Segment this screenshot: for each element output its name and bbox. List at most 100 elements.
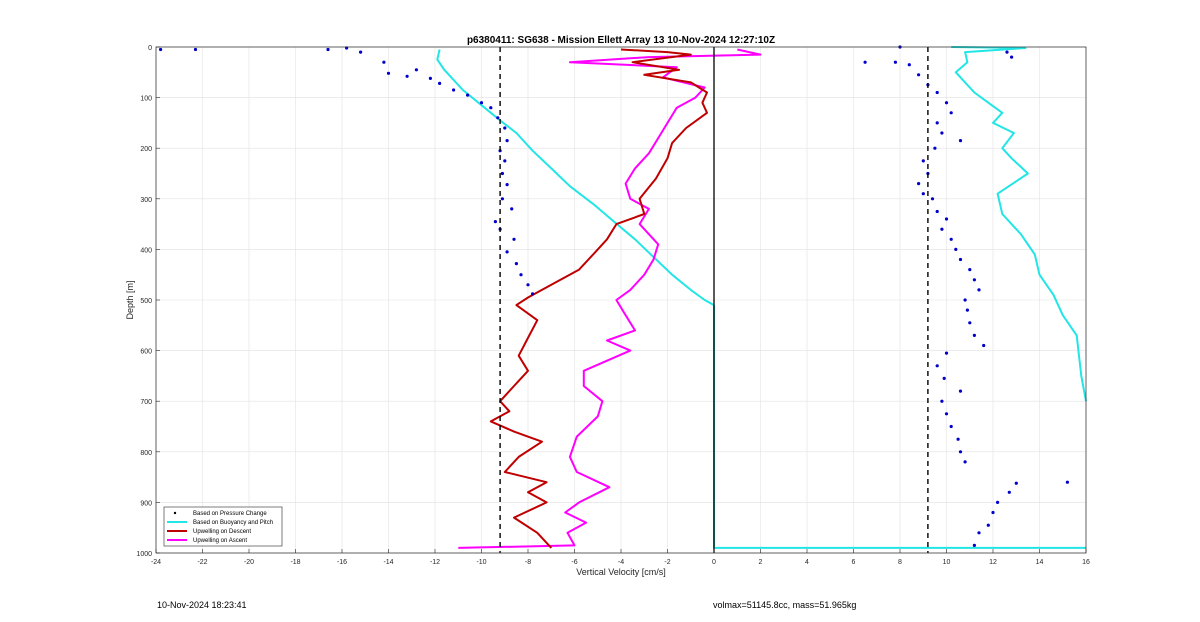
- data-point: [935, 121, 939, 125]
- data-point: [159, 47, 163, 52]
- data-point: [954, 247, 958, 251]
- y-tick-label: 100: [140, 96, 152, 103]
- data-point: [949, 237, 953, 241]
- x-tick-label: -20: [244, 559, 254, 566]
- legend-label-upwelling-on-descent: Upwelling on Descent: [193, 529, 251, 535]
- data-point: [921, 159, 925, 163]
- data-point: [968, 268, 972, 272]
- data-point: [907, 63, 911, 67]
- x-tick-label: -2: [664, 559, 670, 566]
- data-point: [921, 192, 925, 196]
- data-point: [493, 220, 497, 224]
- data-point: [963, 460, 967, 464]
- data-point: [996, 500, 1000, 504]
- data-point: [1010, 55, 1014, 59]
- upwelling-ascent-line: [458, 48, 762, 549]
- data-point: [452, 88, 456, 92]
- data-point: [479, 101, 484, 105]
- data-point: [917, 182, 921, 186]
- x-tick-label: 12: [989, 559, 997, 566]
- x-tick-label: 6: [852, 559, 856, 566]
- data-point: [863, 60, 867, 64]
- data-point: [526, 283, 530, 287]
- data-point: [944, 101, 949, 105]
- data-point: [503, 159, 507, 163]
- data-point: [414, 68, 418, 72]
- data-point: [949, 111, 953, 115]
- data-point: [505, 139, 509, 143]
- data-point: [519, 273, 523, 277]
- y-axis-label: Depth [m]: [125, 280, 135, 319]
- series-pressure-ascent: [863, 45, 1069, 548]
- data-point: [949, 424, 953, 429]
- data-point: [489, 106, 493, 110]
- data-point: [893, 60, 898, 64]
- data-point: [512, 237, 516, 241]
- data-point: [968, 321, 972, 325]
- data-point: [942, 376, 946, 380]
- buoyancy-pitch-ascent-line: [951, 46, 1087, 402]
- y-tick-label: 200: [140, 146, 152, 153]
- data-point: [944, 217, 949, 221]
- legend: Based on Pressure Change Based on Buoyanc…: [163, 506, 283, 547]
- data-point: [958, 139, 963, 143]
- y-tick-label: 500: [140, 298, 152, 305]
- data-point: [935, 364, 939, 368]
- footer-volmax-mass: volmax=51145.8cc, mass=51.965kg: [713, 600, 857, 610]
- data-point: [944, 351, 949, 355]
- x-tick-label: 4: [805, 559, 809, 566]
- data-point: [958, 257, 963, 262]
- data-point: [514, 262, 519, 266]
- data-point: [193, 47, 198, 52]
- x-tick-label: -16: [337, 559, 347, 566]
- axis-ticks: -24 -22 -20 -18 -16 -14 -12 -10 -8 -6 -4 -2 0 2 4 6 8 10 1…: [136, 45, 1090, 566]
- data-point: [956, 437, 960, 441]
- y-tick-label: 700: [140, 399, 152, 406]
- y-tick-label: 400: [140, 247, 152, 254]
- data-point: [1014, 481, 1018, 485]
- x-tick-label: 2: [759, 559, 763, 566]
- x-tick-label: -10: [476, 559, 486, 566]
- data-point: [326, 47, 330, 52]
- data-point: [438, 81, 442, 85]
- footer-timestamp: 10-Nov-2024 18:23:41: [157, 600, 247, 610]
- data-point: [359, 50, 363, 54]
- data-point: [935, 90, 939, 95]
- data-point: [1005, 50, 1009, 54]
- data-point: [977, 531, 981, 535]
- data-point: [500, 171, 504, 176]
- legend-label-upwelling-on-ascent: Upwelling on Ascent: [193, 538, 247, 544]
- data-point: [972, 543, 977, 548]
- series-upwelling-ascent: [458, 48, 762, 549]
- legend-label-based-on-pressure-change: Based on Pressure Change: [193, 511, 267, 517]
- data-point: [405, 74, 409, 78]
- data-point: [944, 412, 949, 416]
- data-point: [428, 76, 432, 80]
- x-tick-label: 8: [898, 559, 902, 566]
- x-tick-label: -4: [618, 559, 624, 566]
- data-point: [958, 450, 963, 454]
- data-point: [917, 73, 921, 77]
- data-point: [972, 278, 977, 282]
- data-point: [963, 298, 967, 302]
- x-axis-label: Vertical Velocity [cm/s]: [576, 567, 666, 577]
- x-tick-label: -6: [571, 559, 577, 566]
- data-point: [982, 343, 986, 348]
- x-tick-label: 14: [1036, 559, 1044, 566]
- legend-label-based-on-buoyancy-and-pitch: Based on Buoyancy and Pitch: [193, 520, 273, 526]
- x-tick-label: -14: [383, 559, 393, 566]
- data-point: [382, 60, 386, 64]
- reference-lines: [499, 47, 929, 553]
- data-point: [531, 292, 535, 296]
- chart-title: p6380411: SG638 - Mission Ellett Array 1…: [467, 35, 775, 46]
- x-tick-label: 10: [943, 559, 951, 566]
- y-tick-label: 800: [140, 450, 152, 457]
- data-point: [940, 227, 944, 231]
- y-tick-label: 300: [140, 197, 152, 204]
- y-tick-label: 1000: [136, 551, 152, 558]
- data-point: [1007, 490, 1011, 494]
- buoyancy-pitch-descent-line: [436, 49, 1086, 549]
- series-upwelling-descent: [489, 48, 708, 549]
- data-point: [972, 333, 977, 337]
- data-point: [496, 116, 500, 120]
